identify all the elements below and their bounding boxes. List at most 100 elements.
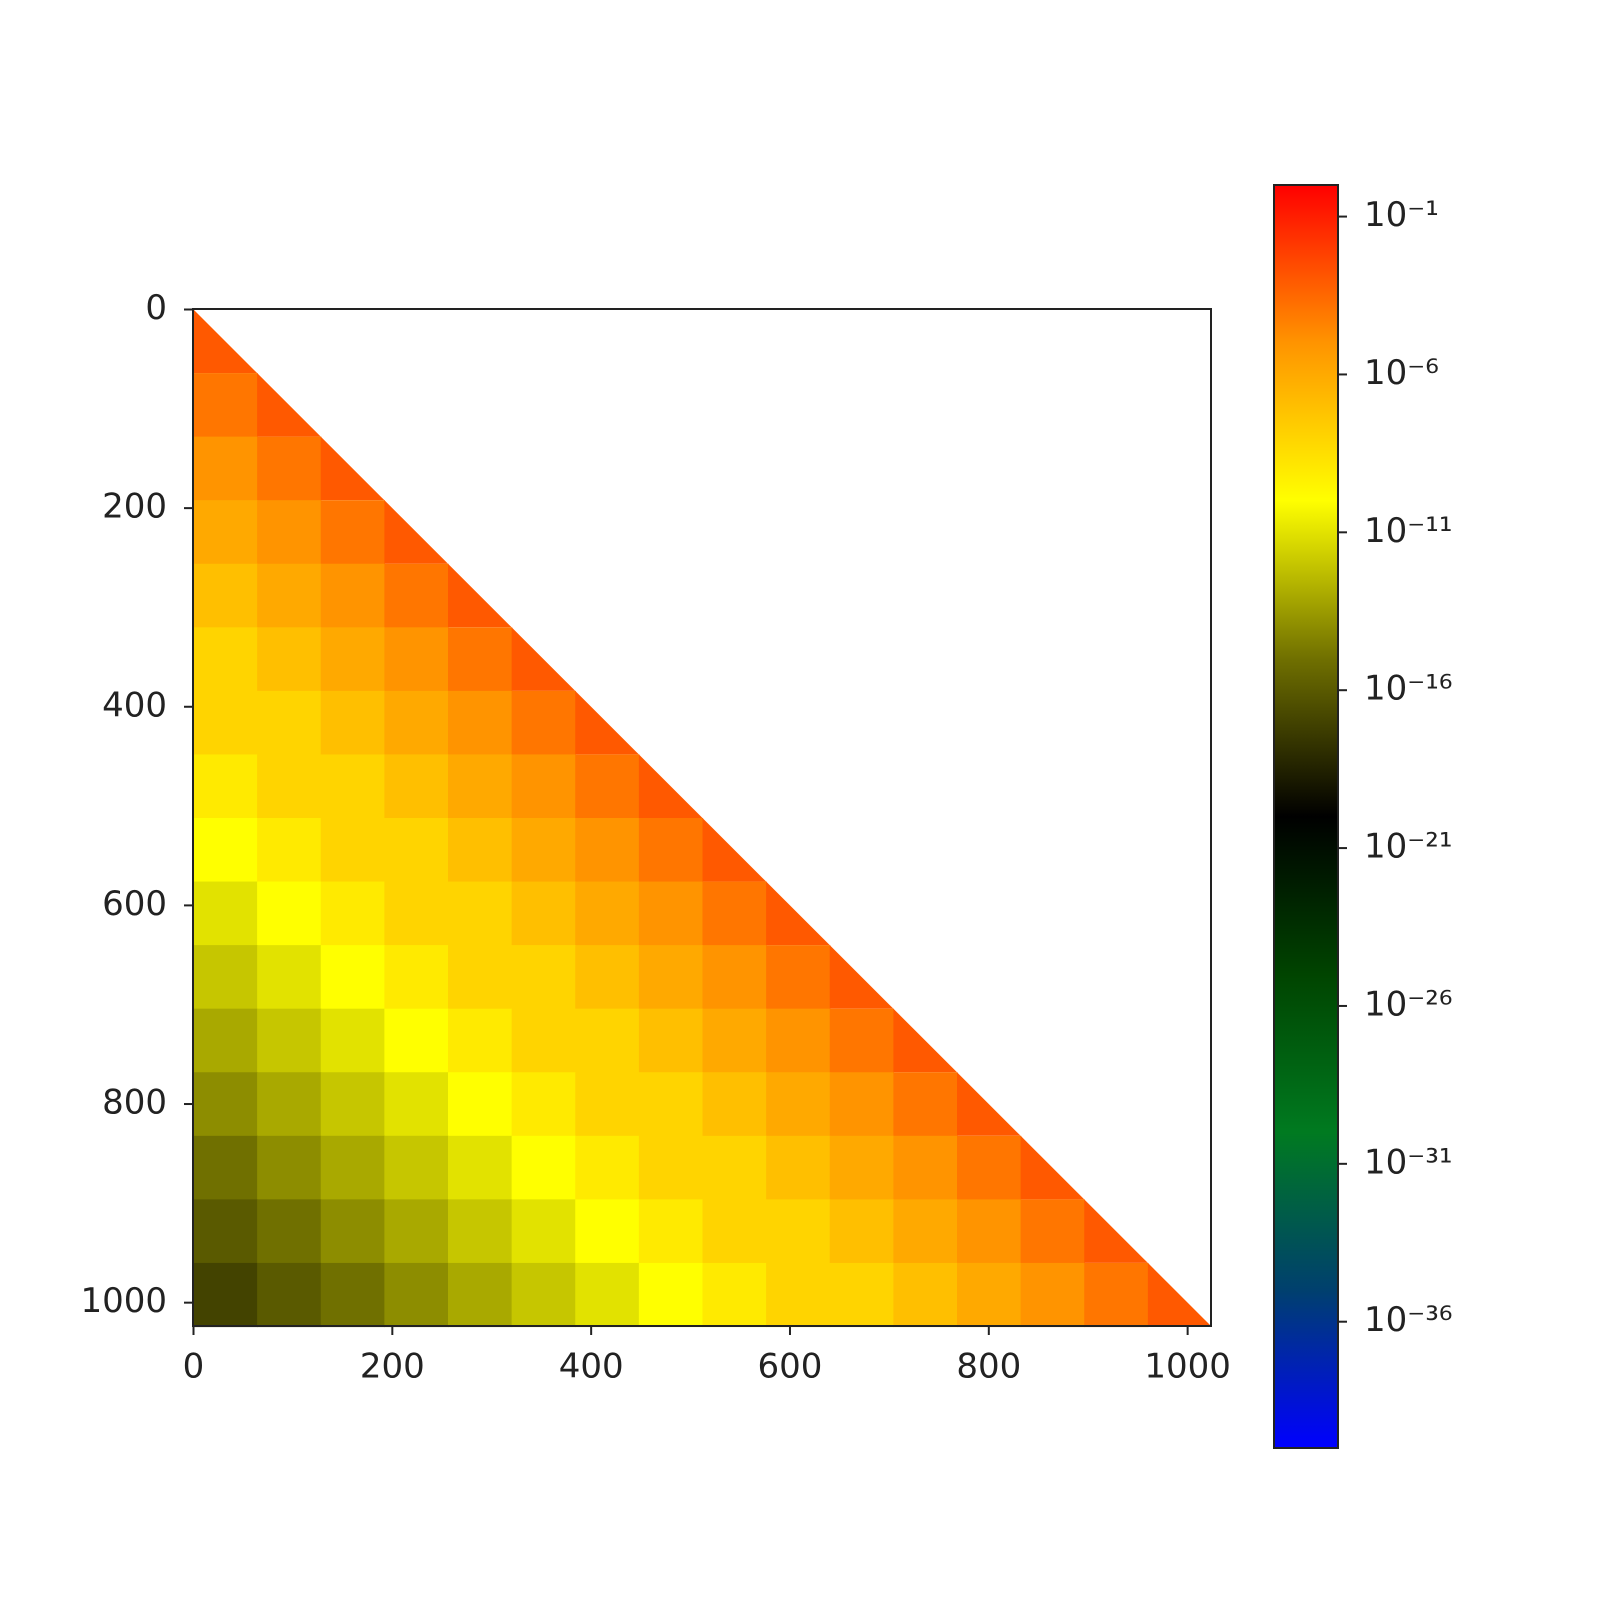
heat-cell xyxy=(511,817,576,883)
y-tick-label: 800 xyxy=(102,1083,167,1123)
heat-cell xyxy=(1084,1199,1148,1263)
heat-cell xyxy=(766,881,830,946)
heat-cell xyxy=(384,881,449,946)
heat-cell xyxy=(320,563,385,628)
heat-cell xyxy=(384,1072,449,1137)
y-tick-label: 400 xyxy=(102,685,167,725)
heat-cell xyxy=(575,1008,640,1073)
heat-cell xyxy=(447,881,513,946)
heat-cell xyxy=(1147,1262,1212,1327)
heat-cell xyxy=(257,373,321,437)
heat-cell xyxy=(1084,1262,1149,1328)
heat-cell xyxy=(193,690,258,756)
heat-cell xyxy=(257,1135,322,1200)
heat-cell xyxy=(257,881,322,946)
heat-cell xyxy=(384,627,449,692)
heat-cell xyxy=(829,1008,894,1073)
heat-cell xyxy=(320,1072,385,1137)
colorbar xyxy=(1273,184,1339,1449)
heat-cell xyxy=(257,817,322,883)
y-tick-label: 0 xyxy=(145,288,167,328)
heat-cell xyxy=(511,627,576,691)
heat-cell xyxy=(638,1199,704,1264)
heat-cell xyxy=(257,1262,322,1328)
heat-cell xyxy=(702,881,767,946)
heat-cell xyxy=(447,563,512,628)
heat-cell xyxy=(384,1135,449,1200)
heat-cell xyxy=(511,1262,576,1328)
x-tick-label: 600 xyxy=(758,1347,823,1387)
x-tick-label: 0 xyxy=(183,1347,205,1387)
heat-cell xyxy=(956,1199,1022,1264)
colorbar-tick-label: 10⁻¹⁶ xyxy=(1364,669,1452,709)
heat-cell xyxy=(320,945,385,1010)
x-tick-label: 1000 xyxy=(1144,1347,1231,1387)
heat-cell xyxy=(511,945,576,1010)
heat-cell xyxy=(193,1135,258,1200)
heat-cell xyxy=(193,563,258,628)
heat-cell xyxy=(384,1008,449,1073)
heat-cell xyxy=(893,1199,958,1264)
heat-cell xyxy=(447,1072,513,1137)
heat-cell xyxy=(511,1072,576,1137)
heat-cell xyxy=(511,1008,576,1073)
x-tick-label: 200 xyxy=(360,1347,425,1387)
heat-cell xyxy=(511,1199,576,1264)
plot-frame xyxy=(192,308,1212,1327)
heat-cell xyxy=(257,1199,322,1264)
heat-cell xyxy=(257,627,322,692)
heat-cell xyxy=(829,945,894,1009)
heat-cell xyxy=(257,563,322,628)
heat-cell xyxy=(575,945,640,1010)
heat-cell xyxy=(766,945,831,1010)
heat-cell xyxy=(257,690,322,756)
heat-cell xyxy=(447,817,513,883)
heat-cell xyxy=(193,945,258,1010)
heat-cell xyxy=(320,1262,385,1328)
heat-cell xyxy=(193,436,258,501)
colorbar-tick-label: 10⁻³⁶ xyxy=(1364,1300,1452,1340)
heat-cell xyxy=(829,1135,894,1200)
heat-cell xyxy=(956,1262,1022,1328)
heat-cell xyxy=(447,627,513,692)
heat-cell xyxy=(702,817,767,882)
heat-cell xyxy=(766,1008,831,1073)
heat-cell xyxy=(384,500,448,564)
heat-cell xyxy=(702,1135,767,1200)
heat-cell xyxy=(320,1135,385,1200)
heat-cell xyxy=(702,1072,767,1137)
heat-cell xyxy=(511,754,576,819)
y-tick-label: 200 xyxy=(102,487,167,527)
heat-cell xyxy=(956,1135,1022,1200)
heat-cell xyxy=(638,1008,704,1073)
heat-cell xyxy=(193,373,258,438)
heat-cell xyxy=(638,881,704,946)
heat-cell xyxy=(829,1199,894,1264)
heat-cell xyxy=(193,817,258,883)
heat-cell xyxy=(320,436,385,501)
heat-cell xyxy=(575,1262,640,1328)
heat-cell xyxy=(257,945,322,1010)
heat-cell xyxy=(447,754,513,819)
y-tick-label: 1000 xyxy=(80,1281,167,1321)
heat-cell xyxy=(193,1199,258,1264)
heat-cell xyxy=(766,1072,831,1137)
heat-cell xyxy=(447,690,513,756)
heat-cell xyxy=(575,1072,640,1137)
heat-cell xyxy=(829,1072,894,1137)
heat-cell xyxy=(447,1008,513,1073)
heat-cell xyxy=(702,1199,767,1264)
colorbar-tick-label: 10⁻⁶ xyxy=(1364,353,1439,393)
heat-cell xyxy=(1020,1262,1085,1328)
x-tick-label: 800 xyxy=(956,1347,1021,1387)
heat-cell xyxy=(257,500,322,565)
heat-cell xyxy=(1020,1199,1085,1264)
heat-cell xyxy=(320,627,385,692)
y-tick-label: 600 xyxy=(102,884,167,924)
heat-cell xyxy=(384,1262,449,1328)
heat-cell xyxy=(893,1262,958,1328)
heat-cell xyxy=(320,1199,385,1264)
heat-cell xyxy=(702,1262,767,1328)
heat-cell xyxy=(257,1008,322,1073)
